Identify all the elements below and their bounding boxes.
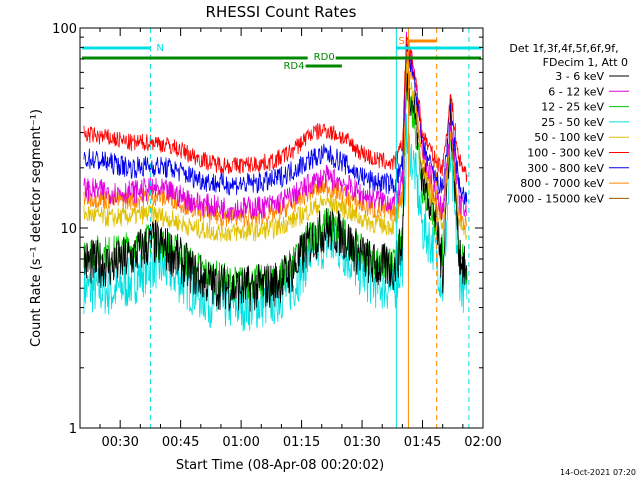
marker-layer: N S RD0 RD4 xyxy=(82,28,481,428)
legend-entry-label: 25 - 50 keV xyxy=(541,116,604,129)
saa-label: S xyxy=(398,36,404,47)
series-line-300to800keV xyxy=(83,42,468,205)
legend-entry-label: 6 - 12 keV xyxy=(548,85,604,98)
legend-entry-label: 50 - 100 keV xyxy=(534,131,604,144)
legend-entry-label: 100 - 300 keV xyxy=(527,147,604,160)
series-line-100to300keV xyxy=(83,36,468,183)
y-tick-label: 10 xyxy=(60,222,77,237)
night-label: N xyxy=(156,43,163,54)
legend-entry-label: 800 - 7000 keV xyxy=(520,177,604,190)
chart-title: RHESSI Count Rates xyxy=(206,3,357,21)
rd0-label: RD0 xyxy=(314,52,335,63)
y-tick-label: 100 xyxy=(52,22,77,37)
legend-entry-label: 3 - 6 keV xyxy=(555,70,604,83)
x-axis-label: Start Time (08-Apr-08 00:20:02) xyxy=(176,458,384,473)
legend: 3 - 6 keV 6 - 12 keV 12 - 25 keV 25 - 50 ke… xyxy=(506,70,629,205)
x-tick-label: 01:15 xyxy=(283,435,320,450)
generation-timestamp: 14-Oct-2021 07:20 xyxy=(560,468,636,477)
rd0-label-bg xyxy=(307,51,336,62)
x-tick-label: 01:30 xyxy=(343,435,380,450)
legend-entry-label: 7000 - 15000 keV xyxy=(506,192,604,205)
series-layer xyxy=(83,31,468,332)
series-line-50to100keV xyxy=(83,62,468,242)
x-tick-label: 01:00 xyxy=(222,435,259,450)
x-tick-label: 01:45 xyxy=(404,435,441,450)
axis-layer: 00:30 00:45 01:00 01:15 01:30 01:45 02:00 1 10 10… xyxy=(52,22,502,450)
legend-entry-label: 300 - 800 keV xyxy=(527,162,604,175)
series-line-3to6keV xyxy=(83,54,468,312)
legend-header-line-2: FDecim 1, Att 0 xyxy=(543,56,628,69)
legend-header-line-1: Det 1f,3f,4f,5f,6f,9f, xyxy=(509,42,618,55)
x-tick-label: 02:00 xyxy=(464,435,501,450)
legend-entry-label: 12 - 25 keV xyxy=(541,101,604,114)
y-axis-label: Count Rate (s⁻¹ detector segment⁻¹) xyxy=(29,109,44,347)
rd4-label: RD4 xyxy=(283,61,304,72)
x-tick-label: 00:45 xyxy=(162,435,199,450)
x-tick-label: 00:30 xyxy=(101,435,138,450)
y-tick-label: 1 xyxy=(69,422,77,437)
